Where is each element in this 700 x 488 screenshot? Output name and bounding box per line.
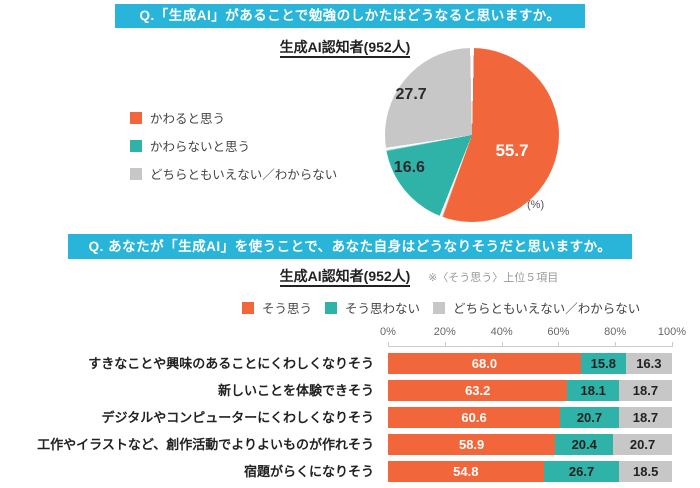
legend-swatch-icon (325, 301, 338, 314)
legend-label: そう思う (262, 302, 313, 316)
bar-segment: 18.7 (618, 407, 672, 428)
x-axis-tick-mark (501, 342, 503, 346)
bar-row: 60.6 20.7 18.7 (388, 407, 672, 428)
pie-slice-value: 55.7 (495, 140, 529, 160)
bar-segment: 54.8 (388, 461, 544, 482)
x-axis-tick-mark (444, 342, 446, 346)
bar-category-label: デジタルやコンピューターにくわしくなりそう (101, 410, 374, 425)
legend-swatch-icon (130, 111, 142, 124)
bar-segment: 18.5 (619, 461, 672, 482)
x-axis-tick-label: 100% (657, 326, 687, 338)
legend-item: かわると思う (130, 108, 337, 127)
bar-category-label: 工作やイラストなど、創作活動でよりよいものが作れそう (37, 437, 374, 452)
bar-segment: 18.1 (567, 380, 619, 401)
x-axis-tick-label: 20% (433, 326, 456, 338)
legend-label: かわらないと思う (150, 140, 251, 154)
bar-segment: 20.4 (555, 434, 614, 455)
x-axis-tick-label: 80% (604, 326, 627, 338)
legend-swatch-icon (130, 139, 142, 152)
legend-label: どちらともいえない／わからない (453, 302, 641, 316)
bar-segment: 58.9 (388, 434, 556, 455)
pie-legend: かわると思うかわらないと思うどちらともいえない／わからない (130, 108, 337, 183)
pie-slice-value: 16.6 (393, 159, 425, 177)
bar-chart-note: ※〈そう思う〉上位５項目 (428, 272, 559, 284)
bar-row: 54.8 26.7 18.5 (388, 461, 672, 482)
bar-row: 68.0 15.8 16.3 (388, 353, 672, 374)
pie-chart-title: 生成AI認知者(952人) (0, 37, 690, 58)
bar-segment: 63.2 (388, 380, 568, 401)
question1-banner: Q.「生成AI」があることで勉強のしかたはどうなると思いますか。 (115, 4, 585, 28)
pie-chart-title-text: 生成AI認知者(952人) (279, 39, 411, 58)
legend-item: そう思う (242, 298, 312, 317)
bar-chart-title: 生成AI認知者(952人) (0, 266, 690, 287)
question2-banner: Q. あなたが「生成AI」を使うことで、あなた自身はどうなりそうだと思いますか。 (68, 234, 632, 259)
bar-category-label: 宿題がらくになりそう (243, 464, 374, 479)
pie-slice-value: 27.7 (395, 85, 427, 103)
bar-segment: 16.3 (625, 353, 672, 374)
bar-segment: 26.7 (543, 461, 620, 482)
legend-label: かわると思う (150, 112, 226, 126)
x-axis-line (388, 346, 673, 347)
x-axis-tick-mark (388, 342, 389, 346)
x-axis-tick-label: 40% (490, 326, 513, 338)
legend-swatch-icon (242, 301, 254, 314)
x-axis-tick-mark (615, 342, 617, 346)
bar-segment: 60.6 (388, 407, 561, 428)
x-axis-tick-mark (672, 342, 673, 346)
bar-legend: そう思う そう思わない どちらともいえない／わからない (242, 298, 640, 317)
pie-unit-label: (%) (527, 199, 545, 211)
bar-row: 63.2 18.1 18.7 (388, 380, 672, 401)
x-axis: 0% 20% 40% 60% 80% 100% (380, 326, 686, 342)
x-axis-tick-mark (558, 342, 560, 346)
legend-swatch-icon (130, 167, 142, 180)
legend-label: どちらともいえない／わからない (150, 168, 338, 182)
bar-segment: 20.7 (560, 407, 619, 428)
bar-segment: 18.7 (618, 380, 672, 401)
bar-segment: 20.7 (613, 434, 672, 455)
bar-category-label: すきなことや興味のあることにくわしくなりそう (88, 356, 374, 371)
bar-category-label: 新しいことを体験できそう (217, 383, 374, 398)
legend-item: そう思わない (325, 298, 420, 317)
legend-item: どちらともいえない／わからない (130, 164, 337, 183)
pie-chart: 55.7 16.6 27.7 (385, 48, 559, 222)
legend-swatch-icon (433, 301, 446, 314)
bar-segment: 15.8 (580, 353, 626, 374)
bar-row: 58.9 20.4 20.7 (388, 434, 672, 455)
x-axis-tick-label: 60% (547, 326, 570, 338)
legend-item: どちらともいえない／わからない (433, 298, 640, 317)
legend-item: かわらないと思う (130, 136, 337, 155)
legend-label: そう思わない (345, 302, 421, 316)
bar-chart-title-text: 生成AI認知者(952人) (279, 268, 411, 287)
bar-segment: 68.0 (388, 353, 581, 374)
x-axis-tick-label: 0% (380, 326, 396, 338)
